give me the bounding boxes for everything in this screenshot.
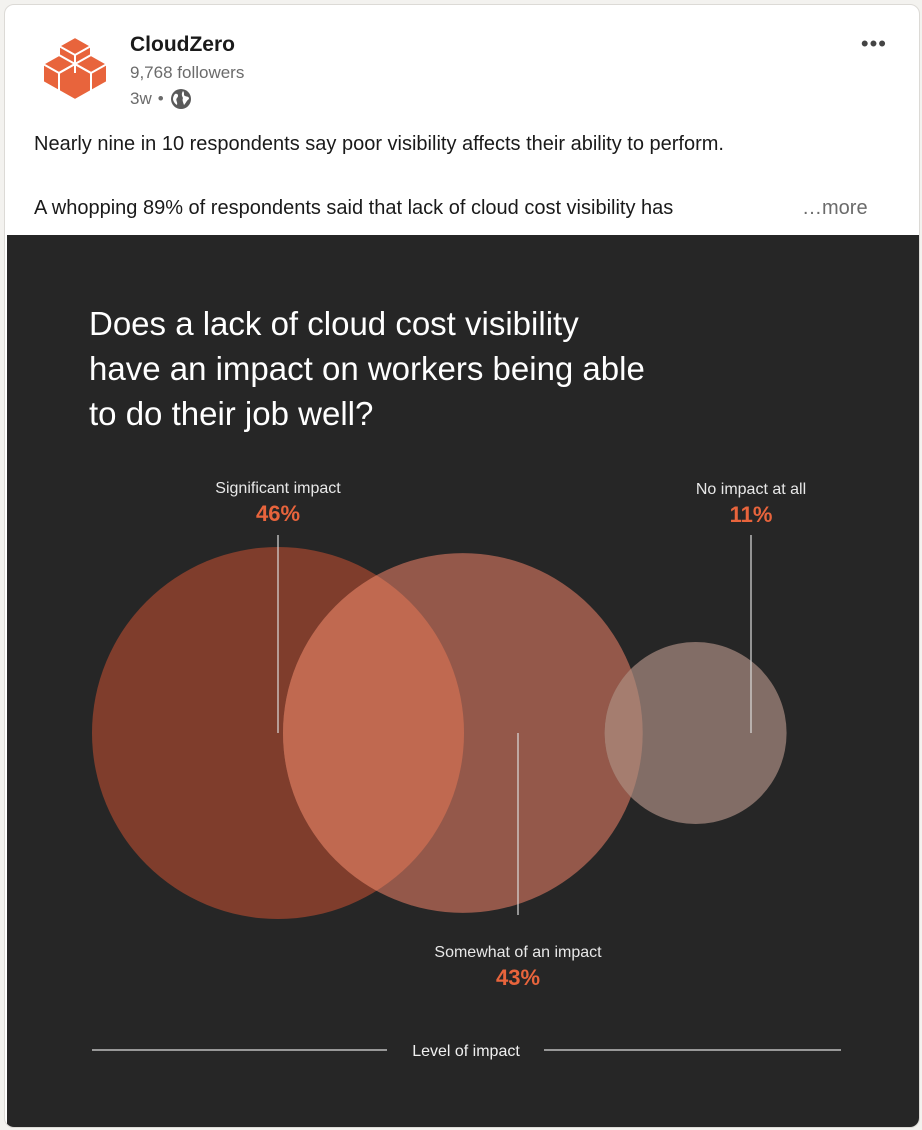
company-name[interactable]: CloudZero (130, 33, 235, 56)
axis-label: Level of impact (412, 1043, 520, 1060)
post-header: CloudZero 9,768 followers 3w • ••• (5, 5, 919, 125)
chart-axis: Level of impact (92, 1043, 841, 1060)
chart-title: Does a lack of cloud cost visibility have… (89, 305, 645, 432)
post-text-line-2: A whopping 89% of respondents said that … (34, 197, 674, 219)
post-text-line-1: Nearly nine in 10 respondents say poor v… (34, 133, 724, 155)
label-name-somewhat-impact: Somewhat of an impact (434, 944, 602, 961)
overlap-1-2 (283, 553, 464, 913)
label-value-significant-impact: 46% (256, 501, 300, 526)
label-name-no-impact: No impact at all (696, 481, 806, 498)
overlap-1-2-shape (283, 553, 464, 913)
chart-title-line-3: to do their job well? (89, 395, 373, 432)
post-card: CloudZero 9,768 followers 3w • ••• Nearl… (4, 4, 920, 1128)
see-more-link[interactable]: …more (802, 197, 868, 219)
label-value-somewhat-impact: 43% (496, 965, 540, 990)
chart-title-line-2: have an impact on workers being able (89, 350, 645, 387)
label-value-no-impact: 11% (730, 502, 773, 527)
globe-icon (170, 89, 191, 109)
chart-bubbles (92, 547, 787, 919)
meta-separator: • (157, 89, 164, 108)
post-meta: 3w • (130, 88, 192, 110)
post-image[interactable]: Does a lack of cloud cost visibility have… (7, 235, 919, 1127)
chart-labels: Significant impact 46% No impact at all 11%… (215, 480, 806, 990)
bubble-chart: Does a lack of cloud cost visibility have… (89, 305, 841, 1060)
bubble-no-impact (604, 642, 787, 824)
post-time: 3w (130, 89, 152, 108)
more-options-button[interactable]: ••• (860, 31, 887, 56)
cloudzero-logo-icon[interactable] (39, 31, 111, 103)
follower-count: 9,768 followers (130, 63, 245, 82)
chart-title-line-1: Does a lack of cloud cost visibility (89, 305, 579, 342)
label-name-significant-impact: Significant impact (215, 480, 341, 497)
